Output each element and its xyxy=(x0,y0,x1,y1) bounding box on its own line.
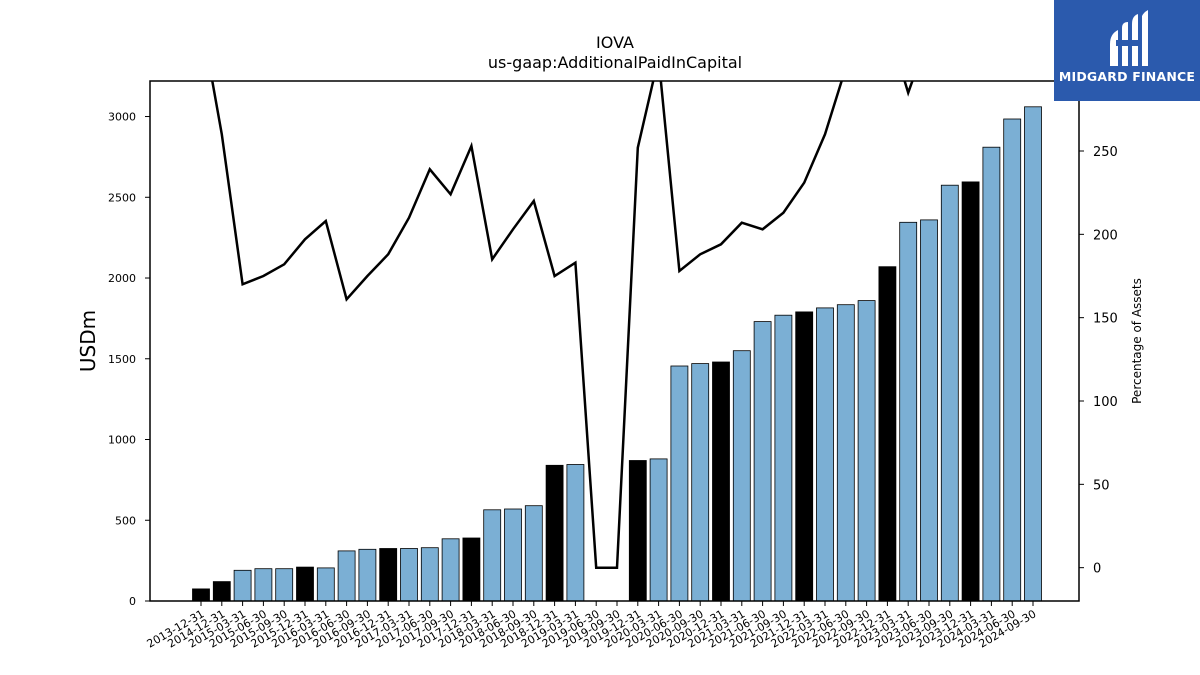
y-tick-label: 2000 xyxy=(108,272,136,285)
y2-axis-label: Percentage of Assets xyxy=(1130,278,1144,404)
brand-logo: MIDGARD FINANCE xyxy=(1054,0,1200,101)
y2-tick-label: 250 xyxy=(1093,145,1118,160)
x-axis: 2013-12-312014-12-312015-03-312015-06-30… xyxy=(145,601,1039,651)
bar-2020-12-31 xyxy=(712,361,730,602)
bar-2015-12-31 xyxy=(296,566,314,602)
bar-2021-12-31 xyxy=(795,311,814,602)
y-tick-label: 3000 xyxy=(108,111,136,124)
bar-2019-12-31 xyxy=(628,460,647,602)
left-axis: 0 500 1000 1500 2000 2500 3000 xyxy=(108,111,150,608)
y-tick-label: 0 xyxy=(129,595,136,608)
bar-2024-03-31 xyxy=(982,146,1001,602)
right-axis: 0 50 100 150 200 250 xyxy=(1079,145,1118,577)
bar-2015-03-31 xyxy=(233,569,252,602)
bar-2021-06-30 xyxy=(753,321,772,602)
bar-2023-12-31 xyxy=(961,181,980,602)
bar-2021-09-30 xyxy=(774,314,793,602)
bar-2023-03-31 xyxy=(899,221,918,602)
bar-2018-06-30 xyxy=(504,508,522,602)
bar-2020-09-30 xyxy=(691,363,710,602)
bar-2020-06-30 xyxy=(670,365,689,602)
bar-2016-09-30 xyxy=(358,548,377,602)
bar-2014-12-31 xyxy=(212,581,231,602)
bar-2017-06-30 xyxy=(420,547,439,602)
y2-tick-label: 100 xyxy=(1093,395,1118,410)
bar-2022-06-30 xyxy=(836,304,855,602)
bar-2017-12-31 xyxy=(462,537,481,602)
bar-2021-03-31 xyxy=(732,350,751,602)
y-tick-label: 500 xyxy=(115,514,136,527)
y-tick-label: 1000 xyxy=(108,434,136,447)
bar-series xyxy=(192,106,1042,602)
y2-tick-label: 150 xyxy=(1093,312,1118,327)
bar-2015-09-30 xyxy=(275,568,294,602)
line-series xyxy=(211,81,914,569)
bar-2018-12-31 xyxy=(545,464,564,602)
bar-2017-09-30 xyxy=(441,538,460,602)
bar-2018-09-30 xyxy=(524,505,543,602)
bar-2022-03-31 xyxy=(816,307,834,602)
logo-icon xyxy=(1110,10,1148,66)
y-axis-label: USDm xyxy=(76,310,100,372)
bar-2020-03-31 xyxy=(649,458,668,602)
brand-name: MIDGARD FINANCE xyxy=(1058,69,1196,84)
y-tick-label: 2500 xyxy=(108,191,136,204)
bar-2016-03-31 xyxy=(316,567,335,602)
bar-2016-12-31 xyxy=(379,548,398,602)
plot-frame xyxy=(149,80,1080,602)
bar-2022-09-30 xyxy=(857,300,876,602)
y2-tick-label: 0 xyxy=(1093,562,1101,577)
bar-2017-03-31 xyxy=(400,548,418,602)
bar-2019-03-31 xyxy=(566,464,585,602)
bar-2013-12-31 xyxy=(192,588,210,602)
chart-title: IOVA xyxy=(596,33,634,52)
bar-2024-09-30 xyxy=(1024,106,1042,602)
y2-tick-label: 50 xyxy=(1093,478,1110,493)
bar-2024-06-30 xyxy=(1003,118,1022,602)
y2-tick-label: 200 xyxy=(1093,228,1118,243)
bar-2023-06-30 xyxy=(920,219,938,602)
bar-2016-06-30 xyxy=(337,550,356,602)
bar-2018-03-31 xyxy=(483,509,502,602)
chart-subtitle: us-gaap:AdditionalPaidInCapital xyxy=(488,53,742,72)
percentage-of-assets-line xyxy=(211,81,914,569)
bar-2015-06-30 xyxy=(254,568,273,602)
bar-2023-09-30 xyxy=(940,184,959,602)
bar-2022-12-31 xyxy=(878,266,897,602)
y-tick-label: 1500 xyxy=(108,353,136,366)
